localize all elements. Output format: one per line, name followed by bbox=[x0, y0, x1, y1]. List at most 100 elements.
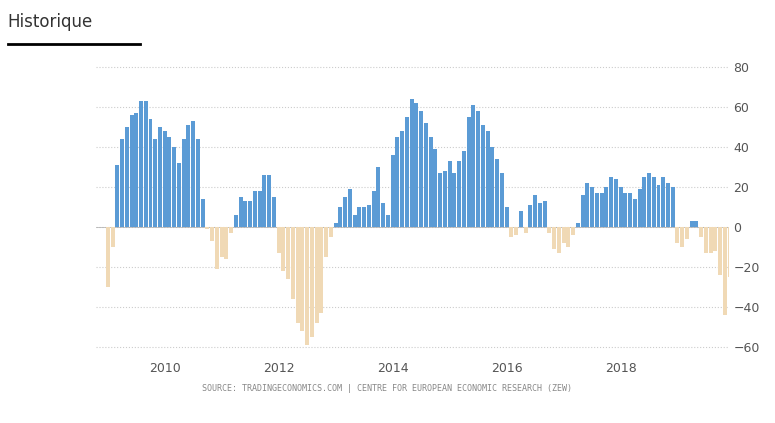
Bar bbox=[305, 227, 309, 345]
Bar bbox=[694, 221, 698, 227]
Bar bbox=[480, 125, 485, 227]
Bar bbox=[105, 227, 110, 287]
Bar bbox=[752, 221, 756, 227]
Bar bbox=[263, 175, 267, 227]
Bar bbox=[690, 221, 694, 227]
Bar bbox=[129, 115, 133, 227]
Bar bbox=[125, 127, 129, 227]
Bar bbox=[334, 223, 338, 227]
Bar bbox=[438, 173, 442, 227]
Bar bbox=[153, 139, 157, 227]
Bar bbox=[585, 183, 589, 227]
Text: Historique: Historique bbox=[8, 13, 93, 31]
Bar bbox=[614, 179, 618, 227]
Bar bbox=[205, 227, 209, 229]
Bar bbox=[495, 159, 499, 227]
Bar bbox=[111, 227, 115, 247]
Bar bbox=[656, 185, 660, 227]
Bar bbox=[267, 175, 271, 227]
Bar bbox=[467, 117, 470, 227]
Bar bbox=[339, 207, 343, 227]
Bar bbox=[756, 227, 760, 235]
Bar bbox=[514, 227, 518, 235]
Bar bbox=[685, 227, 689, 239]
Bar bbox=[243, 201, 247, 227]
Bar bbox=[676, 227, 680, 243]
Bar bbox=[319, 227, 323, 313]
Bar bbox=[182, 139, 186, 227]
Bar bbox=[429, 137, 432, 227]
Bar bbox=[524, 227, 528, 233]
Bar bbox=[742, 227, 746, 249]
Bar bbox=[562, 227, 566, 243]
Bar bbox=[594, 193, 599, 227]
Bar bbox=[723, 227, 727, 315]
Bar bbox=[187, 125, 191, 227]
Bar bbox=[400, 131, 404, 227]
Bar bbox=[395, 137, 399, 227]
Bar bbox=[172, 147, 176, 227]
Bar bbox=[462, 151, 466, 227]
Bar bbox=[324, 227, 328, 257]
Bar bbox=[120, 139, 124, 227]
Bar bbox=[315, 227, 319, 323]
Bar bbox=[191, 121, 195, 227]
Bar bbox=[505, 207, 508, 227]
Bar bbox=[457, 161, 461, 227]
Bar bbox=[167, 137, 171, 227]
Bar bbox=[746, 221, 751, 227]
Bar bbox=[163, 131, 167, 227]
Bar bbox=[556, 227, 561, 253]
Bar bbox=[518, 211, 523, 227]
Bar bbox=[732, 227, 736, 261]
Bar bbox=[296, 227, 300, 323]
Bar bbox=[372, 191, 376, 227]
Bar bbox=[533, 195, 537, 227]
Bar bbox=[149, 119, 153, 227]
Bar bbox=[529, 205, 532, 227]
Bar bbox=[714, 227, 718, 251]
Bar bbox=[277, 227, 281, 253]
Bar bbox=[386, 215, 390, 227]
Bar bbox=[600, 193, 604, 227]
Bar bbox=[737, 227, 741, 253]
Bar bbox=[272, 197, 276, 227]
Bar bbox=[476, 111, 480, 227]
Bar bbox=[761, 219, 765, 227]
Bar bbox=[377, 167, 381, 227]
Bar bbox=[234, 215, 238, 227]
Bar bbox=[329, 227, 333, 237]
Bar bbox=[647, 173, 651, 227]
Bar bbox=[632, 199, 637, 227]
Text: SOURCE: TRADINGECONOMICS.COM | CENTRE FOR EUROPEAN ECONOMIC RESEARCH (ZEW): SOURCE: TRADINGECONOMICS.COM | CENTRE FO… bbox=[202, 385, 573, 393]
Bar bbox=[201, 199, 205, 227]
Bar bbox=[381, 203, 385, 227]
Bar bbox=[567, 227, 570, 247]
Bar bbox=[405, 117, 409, 227]
Bar bbox=[547, 227, 551, 233]
Bar bbox=[353, 215, 356, 227]
Bar bbox=[253, 191, 257, 227]
Bar bbox=[220, 227, 224, 257]
Bar bbox=[471, 105, 475, 227]
Bar bbox=[491, 147, 494, 227]
Bar bbox=[704, 227, 708, 253]
Bar bbox=[618, 187, 622, 227]
Bar bbox=[310, 227, 314, 337]
Bar bbox=[728, 227, 732, 277]
Bar bbox=[486, 131, 490, 227]
Bar bbox=[239, 197, 243, 227]
Bar bbox=[609, 177, 613, 227]
Bar bbox=[177, 163, 181, 227]
Bar bbox=[666, 183, 670, 227]
Bar bbox=[680, 227, 684, 247]
Bar bbox=[367, 205, 371, 227]
Bar bbox=[391, 155, 394, 227]
Bar bbox=[225, 227, 229, 259]
Bar bbox=[718, 227, 722, 275]
Bar bbox=[448, 161, 452, 227]
Bar bbox=[362, 207, 366, 227]
Bar bbox=[538, 203, 542, 227]
Bar bbox=[509, 227, 513, 237]
Bar bbox=[433, 149, 437, 227]
